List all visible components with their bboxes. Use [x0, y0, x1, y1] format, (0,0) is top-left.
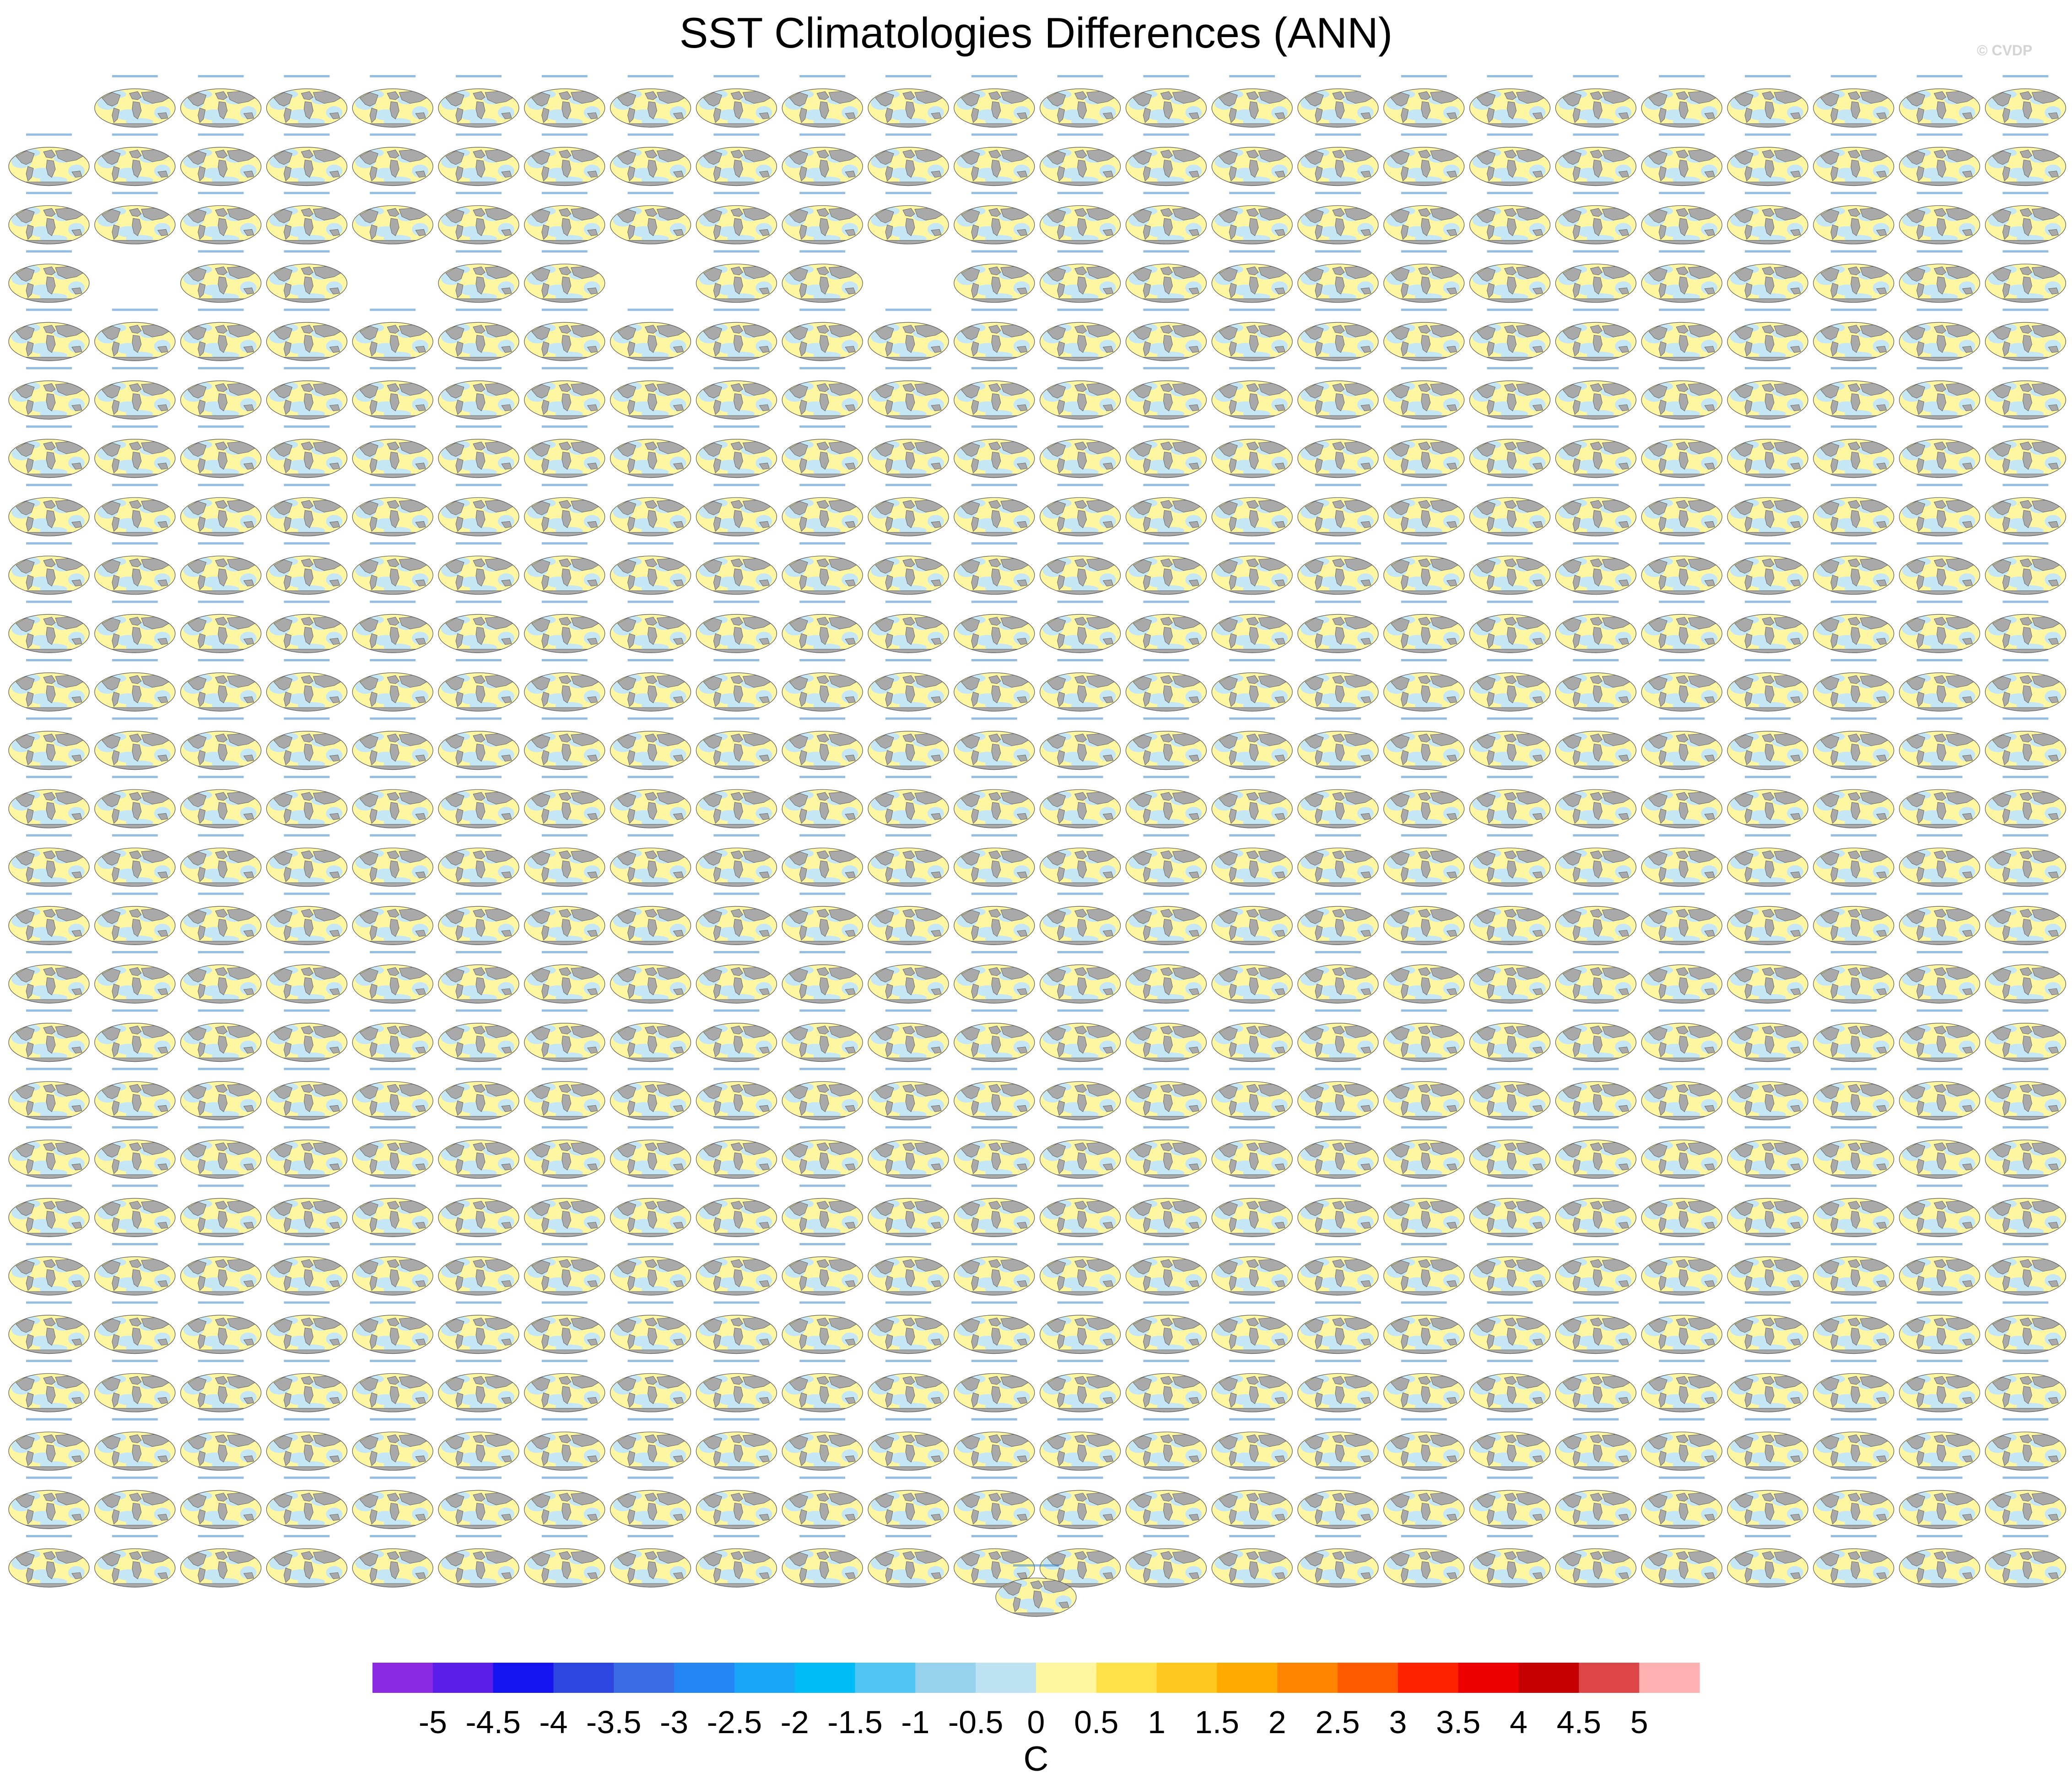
colorbar-swatch — [1639, 1663, 1700, 1693]
colorbar-swatch — [915, 1663, 976, 1693]
colorbar-swatch — [1579, 1663, 1640, 1693]
colorbar-swatch — [1458, 1663, 1519, 1693]
colorbar-tick-label: 1 — [1148, 1704, 1166, 1740]
colorbar-tick-label: 1.5 — [1195, 1704, 1239, 1740]
colorbar-tick-label: -1.5 — [827, 1704, 883, 1740]
colorbar-swatch — [432, 1663, 494, 1693]
colorbar-tick-label: 2.5 — [1315, 1704, 1360, 1740]
colorbar-tick-label: -4 — [539, 1704, 567, 1740]
colorbar-swatch — [674, 1663, 735, 1693]
colorbar-swatch — [1338, 1663, 1398, 1693]
colorbar-tick-label: 3 — [1389, 1704, 1407, 1740]
colorbar-tick-label: -3.5 — [586, 1704, 642, 1740]
colorbar-tick-label: -0.5 — [948, 1704, 1004, 1740]
colorbar-tick-label: -1 — [901, 1704, 929, 1740]
colorbar-swatch — [976, 1663, 1036, 1693]
colorbar-swatch — [614, 1663, 674, 1693]
colorbar-swatch — [553, 1663, 614, 1693]
colorbar-swatch — [1398, 1663, 1459, 1693]
colorbar-tick-label: -5 — [419, 1704, 447, 1740]
colorbar-unit-label: C — [1024, 1740, 1049, 1778]
colorbar-swatch — [855, 1663, 916, 1693]
colorbar-tick-label: 3.5 — [1436, 1704, 1480, 1740]
colorbar-tick-label: -2 — [781, 1704, 809, 1740]
colorbar-tick-label: -3 — [660, 1704, 688, 1740]
colorbar-tick-label: 5 — [1630, 1704, 1648, 1740]
colorbar-swatch — [1277, 1663, 1338, 1693]
colorbar-swatch — [1217, 1663, 1278, 1693]
colorbar-swatch — [372, 1663, 433, 1693]
copyright-label: © CVDP — [1977, 42, 2033, 59]
colorbar-swatch — [1156, 1663, 1218, 1693]
colorbar-swatch — [734, 1663, 795, 1693]
colorbar-swatch — [1096, 1663, 1157, 1693]
colorbar-tick-label: 0 — [1027, 1704, 1045, 1740]
colorbar-swatch — [493, 1663, 554, 1693]
colorbar-tick-label: 2 — [1268, 1704, 1286, 1740]
colorbar-tick-label: 4.5 — [1557, 1704, 1601, 1740]
colorbar-swatch — [794, 1663, 856, 1693]
colorbar-swatch — [1518, 1663, 1579, 1693]
colorbar-tick-label: -4.5 — [465, 1704, 521, 1740]
colorbar-tick-label: 0.5 — [1074, 1704, 1118, 1740]
figure-title: SST Climatologies Differences (ANN) — [679, 9, 1393, 57]
colorbar-swatch — [1036, 1663, 1097, 1693]
colorbar-tick-label: 4 — [1510, 1704, 1527, 1740]
colorbar-tick-label: -2.5 — [707, 1704, 762, 1740]
